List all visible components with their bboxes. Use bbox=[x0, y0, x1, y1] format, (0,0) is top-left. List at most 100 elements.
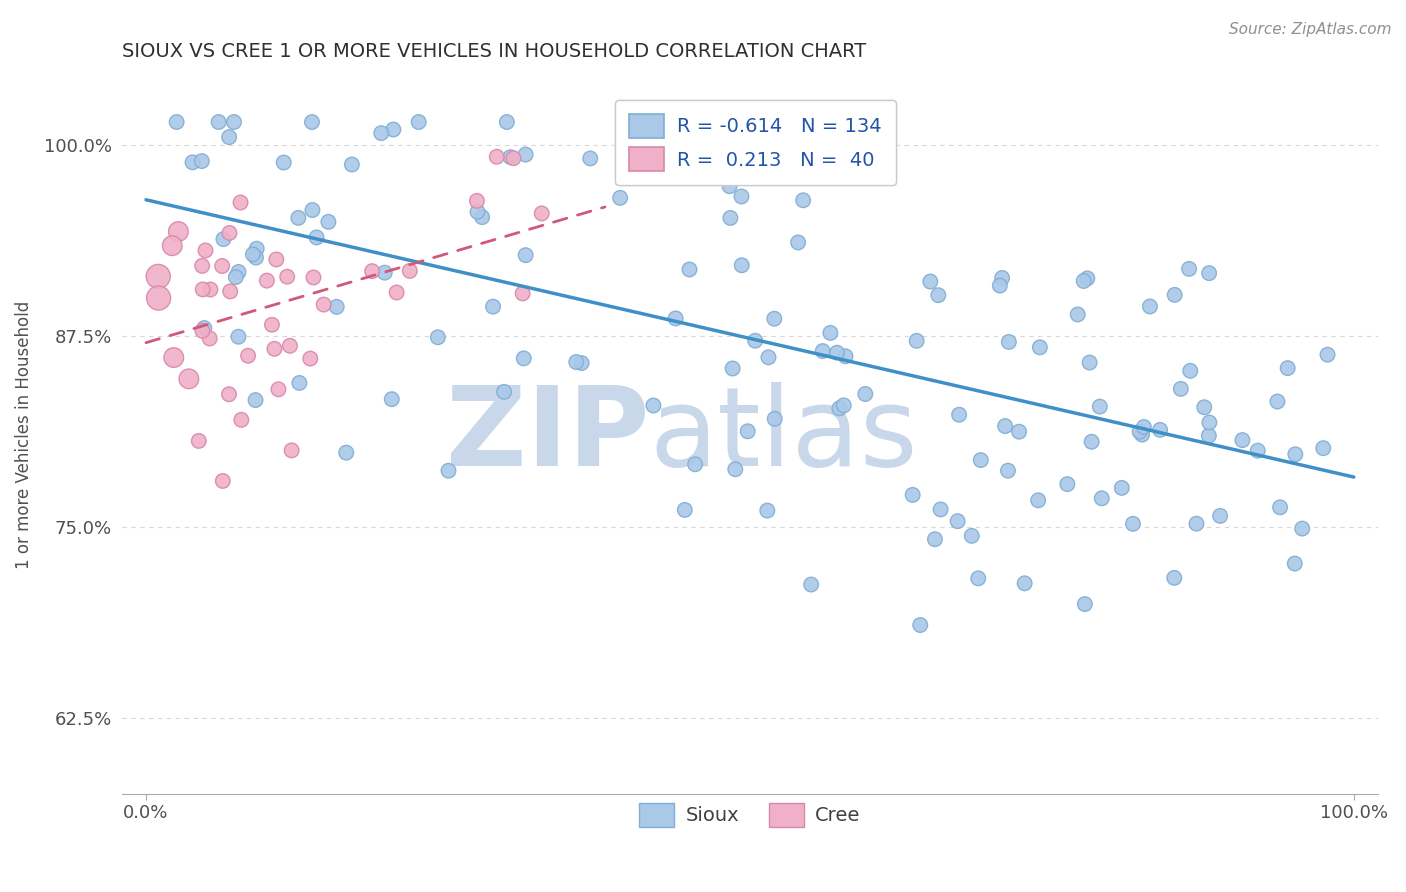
Point bbox=[301, 202, 323, 217]
Point bbox=[287, 211, 309, 225]
Point bbox=[212, 232, 235, 246]
Point bbox=[678, 262, 700, 277]
Point bbox=[318, 215, 340, 229]
Point bbox=[340, 157, 363, 171]
Point bbox=[385, 285, 408, 300]
Point bbox=[198, 331, 221, 345]
Point bbox=[191, 154, 214, 169]
Point bbox=[1073, 274, 1095, 288]
Point bbox=[1133, 420, 1156, 434]
Point bbox=[948, 408, 970, 422]
Point bbox=[211, 259, 233, 273]
Point bbox=[1067, 308, 1090, 322]
Point bbox=[225, 270, 247, 285]
Point bbox=[335, 445, 357, 459]
Point bbox=[1209, 508, 1232, 523]
Point bbox=[1267, 394, 1289, 409]
Point bbox=[988, 278, 1011, 293]
Point bbox=[571, 356, 593, 370]
Point bbox=[312, 297, 335, 311]
Point bbox=[256, 274, 278, 288]
Point bbox=[222, 115, 245, 129]
Point bbox=[495, 115, 517, 129]
Point bbox=[218, 387, 240, 401]
Point bbox=[731, 258, 754, 272]
Point bbox=[927, 288, 949, 302]
Point bbox=[970, 453, 993, 467]
Point bbox=[1139, 300, 1161, 314]
Point bbox=[299, 351, 322, 366]
Point bbox=[305, 230, 328, 244]
Point bbox=[998, 334, 1021, 349]
Point bbox=[191, 324, 214, 338]
Point bbox=[1074, 597, 1097, 611]
Point bbox=[361, 264, 384, 278]
Point bbox=[1111, 481, 1133, 495]
Point bbox=[853, 387, 876, 401]
Point bbox=[208, 115, 231, 129]
Point bbox=[929, 502, 952, 516]
Point bbox=[1232, 433, 1254, 447]
Point bbox=[494, 384, 516, 399]
Point bbox=[278, 339, 301, 353]
Point bbox=[1284, 557, 1306, 571]
Point bbox=[1091, 491, 1114, 506]
Point bbox=[228, 329, 250, 343]
Point bbox=[991, 271, 1014, 285]
Point bbox=[1316, 348, 1339, 362]
Point bbox=[665, 311, 688, 326]
Point bbox=[211, 474, 233, 488]
Point bbox=[1076, 271, 1098, 285]
Point bbox=[994, 419, 1017, 434]
Point bbox=[370, 126, 392, 140]
Point bbox=[219, 285, 242, 299]
Point bbox=[924, 533, 946, 547]
Point bbox=[920, 275, 942, 289]
Point bbox=[1026, 493, 1049, 508]
Point bbox=[1198, 416, 1220, 430]
Point bbox=[1277, 361, 1299, 376]
Point bbox=[901, 488, 924, 502]
Point bbox=[1178, 261, 1201, 276]
Point bbox=[288, 376, 311, 390]
Point bbox=[276, 269, 298, 284]
Point bbox=[737, 425, 759, 439]
Text: ZIP: ZIP bbox=[446, 382, 650, 489]
Point bbox=[718, 211, 741, 225]
Point bbox=[194, 244, 217, 258]
Point bbox=[512, 286, 534, 301]
Point bbox=[218, 226, 240, 240]
Point bbox=[1291, 522, 1313, 536]
Point bbox=[820, 326, 842, 340]
Point bbox=[967, 571, 990, 585]
Point bbox=[718, 179, 741, 194]
Point bbox=[1198, 428, 1220, 442]
Point bbox=[263, 342, 285, 356]
Point bbox=[301, 115, 323, 129]
Point bbox=[530, 206, 553, 220]
Point bbox=[1312, 441, 1334, 455]
Point bbox=[426, 330, 449, 344]
Point bbox=[821, 122, 844, 136]
Point bbox=[905, 334, 928, 348]
Point bbox=[643, 399, 665, 413]
Text: atlas: atlas bbox=[650, 382, 918, 489]
Point bbox=[683, 457, 706, 471]
Point bbox=[1268, 500, 1291, 515]
Point bbox=[636, 115, 658, 129]
Point bbox=[673, 503, 696, 517]
Point bbox=[382, 122, 405, 136]
Point bbox=[515, 248, 537, 262]
Point bbox=[721, 361, 744, 376]
Point bbox=[302, 270, 325, 285]
Point bbox=[730, 189, 752, 203]
Point bbox=[162, 238, 184, 252]
Point bbox=[398, 264, 420, 278]
Point bbox=[1129, 425, 1152, 439]
Point bbox=[1247, 443, 1270, 458]
Point bbox=[1029, 340, 1052, 354]
Point bbox=[148, 291, 170, 305]
Point bbox=[763, 412, 786, 426]
Point bbox=[228, 265, 250, 279]
Point bbox=[502, 151, 524, 165]
